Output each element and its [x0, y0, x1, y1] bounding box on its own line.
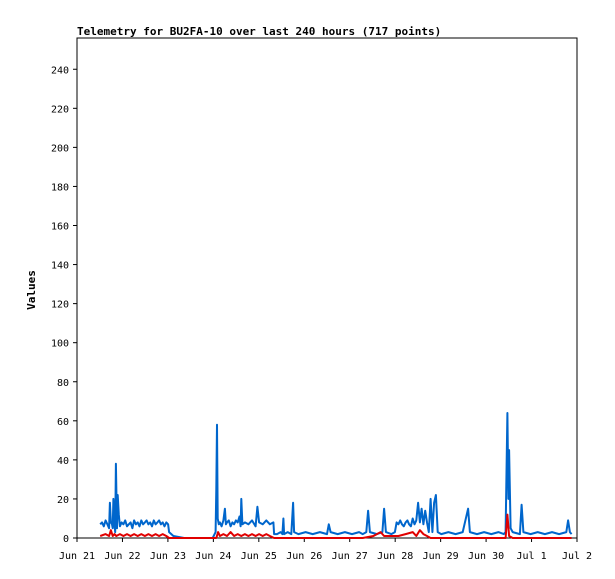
x-tick-label: Jun 24 — [195, 551, 231, 562]
y-tick-label: 140 — [51, 261, 69, 272]
y-tick-label: 120 — [51, 300, 69, 311]
y-tick-label: 60 — [57, 417, 69, 428]
chart-title: Telemetry for BU2FA-10 over last 240 hou… — [77, 25, 441, 38]
series-line-2 — [99, 513, 572, 539]
series-layer — [99, 412, 573, 539]
y-tick-label: 0 — [63, 534, 69, 545]
y-axis: 0 20 40 60 80 100 120 140 160 180 200 220 240 — [51, 65, 77, 545]
x-tick-label: Jun 29 — [423, 551, 459, 562]
y-tick-label: 200 — [51, 143, 69, 154]
y-tick-label: 180 — [51, 182, 69, 193]
y-tick-label: 160 — [51, 222, 69, 233]
x-tick-label: Jun 30 — [468, 551, 504, 562]
x-tick-label: Jul 2 — [562, 551, 592, 562]
y-tick-label: 220 — [51, 104, 69, 115]
x-tick-label: Jun 28 — [377, 551, 413, 562]
x-tick-label: Jun 23 — [150, 551, 186, 562]
x-axis: Jun 21 Jun 22 Jun 23 Jun 24 Jun 25 Jun 26 Jun … — [59, 538, 592, 562]
series-line-1 — [99, 412, 573, 539]
y-tick-label: 20 — [57, 495, 69, 506]
x-tick-label: Jun 27 — [332, 551, 368, 562]
y-tick-label: 240 — [51, 65, 69, 76]
y-tick-label: 100 — [51, 339, 69, 350]
y-tick-label: 80 — [57, 378, 69, 389]
x-tick-label: Jun 21 — [59, 551, 95, 562]
x-tick-label: Jun 26 — [286, 551, 322, 562]
x-tick-label: Jun 22 — [104, 551, 140, 562]
x-tick-label: Jul 1 — [516, 551, 546, 562]
x-tick-label: Jun 25 — [241, 551, 277, 562]
plot-frame — [76, 37, 578, 539]
y-axis-label: Values — [25, 270, 38, 310]
y-tick-label: 40 — [57, 456, 69, 467]
